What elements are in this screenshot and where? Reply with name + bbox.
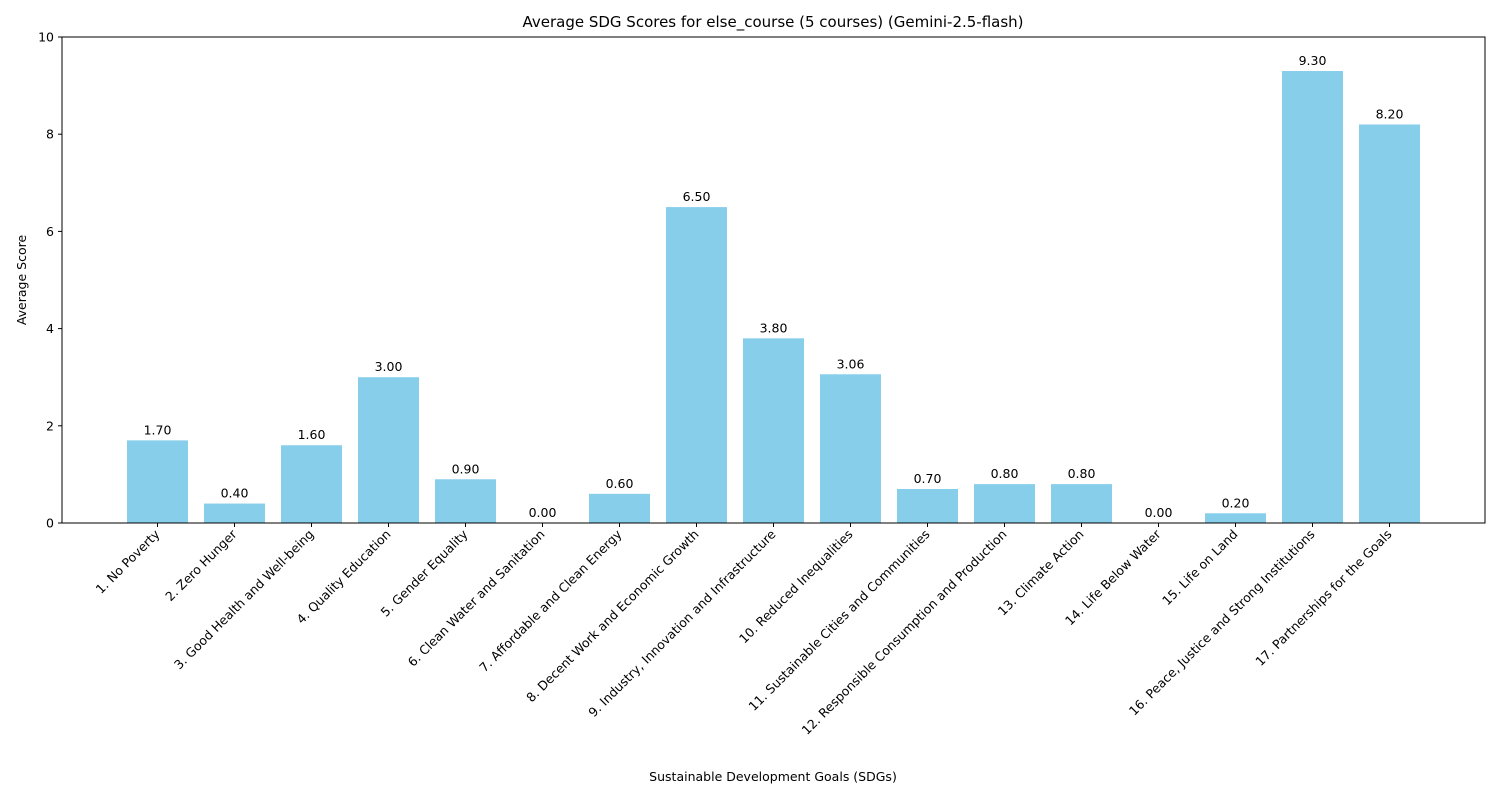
data-label: 3.00 <box>375 359 403 374</box>
y-tick-label: 8 <box>46 127 54 142</box>
bar <box>435 479 496 523</box>
bar <box>1051 484 1112 523</box>
bar <box>589 493 650 523</box>
y-axis: 0 2 4 6 8 10 <box>38 30 62 531</box>
bar <box>358 377 419 523</box>
data-label: 9.30 <box>1299 53 1327 68</box>
data-label: 6.50 <box>683 189 711 204</box>
data-label: 3.06 <box>837 356 865 371</box>
data-label: 0.40 <box>221 486 249 501</box>
data-label: 3.80 <box>760 320 788 335</box>
x-tick-label: 15. Life on Land <box>1159 527 1241 609</box>
data-label: 8.20 <box>1376 106 1404 121</box>
y-tick-label: 0 <box>46 516 54 531</box>
x-tick-label: 3. Good Health and Well-being <box>171 527 317 673</box>
bar <box>743 338 804 523</box>
bar <box>127 440 188 523</box>
bar <box>281 445 342 523</box>
bars-group: 1.70 0.40 1.60 3.00 0.90 0.00 0.60 6.50 3.80 3.06… <box>127 53 1420 524</box>
x-tick-label: 2. Zero Hunger <box>162 526 240 604</box>
bar <box>897 488 958 523</box>
data-label: 0.70 <box>914 471 942 486</box>
data-label: 0.20 <box>1222 495 1250 510</box>
x-tick-label: 6. Clean Water and Sanitation <box>405 527 548 670</box>
plot-frame <box>61 36 1486 524</box>
bar <box>204 503 265 523</box>
x-tick-label: 17. Partnerships for the Goals <box>1252 527 1394 669</box>
y-tick-label: 10 <box>38 30 54 45</box>
x-tick-label: 8. Decent Work and Economic Growth <box>523 527 701 705</box>
bar <box>974 484 1035 523</box>
data-label: 0.00 <box>1145 505 1173 520</box>
y-tick-label: 4 <box>46 321 54 336</box>
data-label: 0.60 <box>606 476 634 491</box>
y-axis-label: Average Score <box>14 235 29 326</box>
data-label: 0.90 <box>452 461 480 476</box>
data-label: 1.60 <box>298 427 326 442</box>
x-tick-label: 13. Climate Action <box>995 527 1087 619</box>
data-label: 0.00 <box>529 505 557 520</box>
chart-title: Average SDG Scores for else_course (5 co… <box>522 13 1023 32</box>
bar <box>1205 513 1266 523</box>
bar <box>820 374 881 523</box>
data-label: 0.80 <box>991 466 1019 481</box>
bar <box>1359 124 1420 523</box>
x-tick-label: 7. Affordable and Clean Energy <box>476 526 625 675</box>
x-axis-label: Sustainable Development Goals (SDGs) <box>649 769 897 784</box>
x-tick-label: 1. No Poverty <box>93 526 164 597</box>
bar <box>666 207 727 523</box>
data-label: 1.70 <box>144 422 172 437</box>
y-tick-label: 6 <box>46 224 54 239</box>
y-tick-label: 2 <box>46 418 54 433</box>
bar <box>1282 71 1343 524</box>
data-label: 0.80 <box>1068 466 1096 481</box>
